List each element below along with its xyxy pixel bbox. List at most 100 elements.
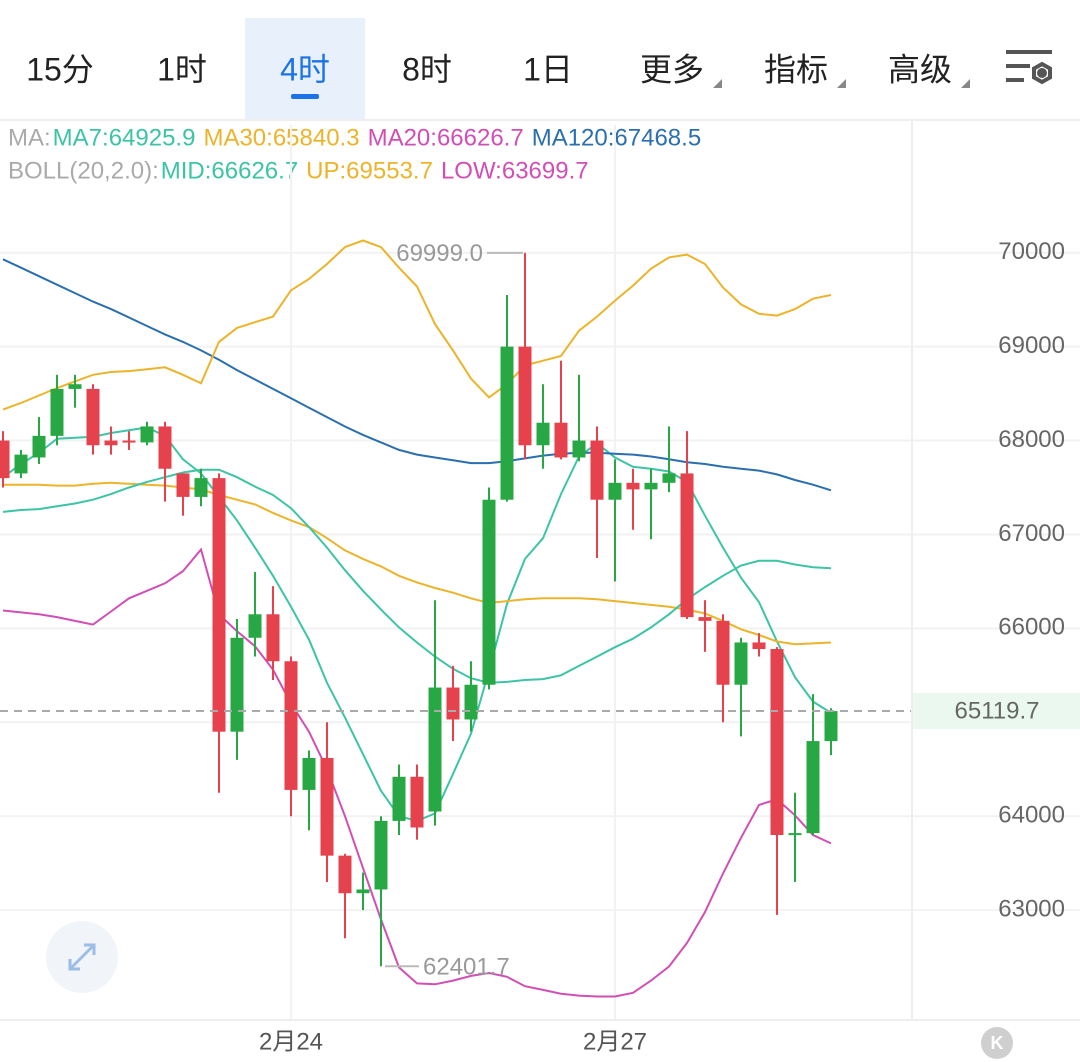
candle [338, 853, 352, 939]
legend-entry: MA30:65840.3 [203, 124, 359, 151]
legend-entry: MID:66626.7 [161, 157, 298, 184]
candle-body [212, 478, 226, 732]
tab-underline [291, 94, 319, 99]
candle [68, 374, 82, 408]
candle-body [68, 384, 82, 389]
candle-body [410, 776, 424, 828]
candle [788, 792, 802, 882]
candle [410, 764, 424, 840]
candle [392, 764, 406, 835]
candle-body [662, 473, 676, 483]
tab[interactable]: 指标 [764, 51, 846, 88]
candle-body [176, 473, 190, 497]
dropdown-caret [713, 79, 722, 88]
x-tick-label: 2月24 [259, 1028, 323, 1055]
tab[interactable]: 更多 [640, 51, 722, 88]
plot-area: MA: MA7:64925.9 MA30:65840.3 MA20:66626.7 MA… [0, 124, 1080, 1055]
candle-body [320, 757, 334, 856]
k-toggle[interactable]: K [981, 1027, 1013, 1059]
candle [770, 647, 784, 915]
candle [536, 384, 550, 469]
candle [608, 459, 622, 582]
candle-body [446, 687, 460, 720]
candle [248, 572, 262, 657]
candle [194, 468, 208, 507]
legend-group-label: BOLL(20,2.0): [8, 157, 159, 184]
candle [662, 426, 676, 493]
y-tick-label: 68000 [998, 426, 1065, 453]
candle-body [590, 440, 604, 500]
candle-body [428, 687, 442, 812]
candle-body [680, 473, 694, 618]
candle [302, 750, 316, 831]
legend-entry: MA20:66626.7 [368, 124, 524, 151]
tab-highlight [245, 18, 365, 120]
tab[interactable]: 1日 [523, 51, 573, 87]
candle-body [698, 617, 712, 621]
candle-body [14, 454, 28, 474]
tab-label: 更多 [640, 51, 704, 87]
candle-body [122, 440, 136, 443]
tab-label: 指标 [764, 51, 828, 87]
candle [734, 637, 748, 737]
tab-label: 高级 [888, 51, 952, 87]
icon-hex [1032, 61, 1052, 85]
k-toggle-label: K [991, 1033, 1004, 1053]
candle-body [554, 422, 568, 458]
tab[interactable]: 1时 [157, 51, 207, 87]
y-tick-label: 67000 [998, 520, 1065, 547]
candle [554, 360, 568, 460]
tab-label: 1时 [157, 51, 207, 87]
candle [266, 586, 280, 681]
x-tick-label: 2月27 [583, 1028, 647, 1055]
candle-body [32, 435, 46, 458]
last-price-box [913, 693, 1080, 730]
candle [824, 708, 838, 756]
candle-body [374, 820, 388, 890]
expand-button[interactable] [46, 921, 118, 993]
candle-body [482, 499, 496, 685]
candle [86, 384, 100, 455]
candle-body [104, 440, 118, 446]
candle-body [266, 614, 280, 662]
tab[interactable]: 4时 [245, 18, 365, 120]
candle-body [806, 741, 820, 834]
tab[interactable]: 15分 [26, 51, 94, 87]
candle [230, 618, 244, 760]
indicator-line [2, 239, 832, 411]
legend-group-label: MA: [8, 124, 51, 151]
candle-body [518, 346, 532, 446]
legend-entry: LOW:63699.7 [441, 157, 589, 184]
candle [518, 252, 532, 460]
annotation-label: 62401.7 [423, 954, 510, 981]
candle-body [230, 637, 244, 732]
y-tick-label: 64000 [998, 802, 1065, 829]
candle-body [536, 422, 550, 446]
candle [122, 431, 136, 450]
candle-body [194, 478, 208, 497]
candle-body [644, 482, 658, 490]
candle-body [824, 711, 838, 742]
candle-body [50, 388, 64, 436]
candle-body [734, 642, 748, 685]
candle-body [0, 440, 10, 479]
dropdown-caret [837, 79, 846, 88]
candle [698, 600, 712, 652]
candle [716, 614, 730, 723]
tab[interactable]: 高级 [888, 51, 970, 88]
timeframe-tabs: 15分 1时 4时 8时 1日 更多 指标 高级 [26, 18, 970, 120]
tab[interactable]: 8时 [402, 51, 452, 87]
candle [356, 872, 370, 911]
candle-body [284, 661, 298, 790]
candle [644, 468, 658, 540]
candle [14, 449, 28, 479]
candle-body [158, 426, 172, 469]
candle [284, 656, 298, 817]
candle-body [716, 620, 730, 685]
candle [212, 473, 226, 793]
icon-dot [1037, 68, 1047, 78]
settings-icon[interactable] [1006, 50, 1052, 85]
expand-arrows [68, 943, 96, 971]
